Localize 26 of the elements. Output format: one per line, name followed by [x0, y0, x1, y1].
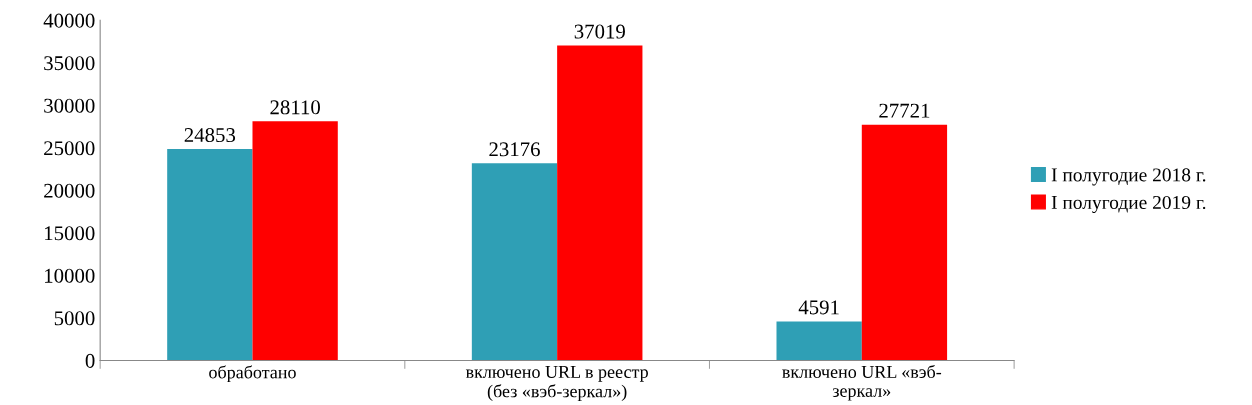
y-tick-label: 25000 — [44, 141, 95, 156]
legend-label: I полугодие 2019 г. — [1051, 195, 1206, 214]
y-tick-label: 5000 — [54, 311, 95, 326]
y-tick-label: 15000 — [45, 226, 95, 241]
bar — [861, 124, 948, 361]
x-tick-label: обработано — [209, 365, 296, 383]
y-tick-label: 30000 — [44, 98, 95, 113]
legend-label: I полугодие 2018 г. — [1051, 168, 1206, 186]
data-label: 24853 — [184, 128, 236, 143]
y-tick-label: 20000 — [44, 183, 95, 198]
bar — [471, 163, 558, 361]
x-tick-label: включено URL «вэб- зеркал» — [782, 364, 942, 401]
data-label: 37019 — [574, 24, 625, 39]
data-label: 4591 — [798, 300, 839, 315]
y-tick-label: 35000 — [44, 56, 95, 71]
bar — [776, 321, 862, 361]
bar — [252, 121, 338, 361]
y-tick-label: 0 — [85, 353, 95, 368]
x-tick-label: включено URL в реестр (без «вэб-зеркал») — [465, 366, 648, 402]
data-label: 27721 — [879, 103, 930, 118]
data-label: 28110 — [270, 100, 320, 115]
data-label: 23176 — [489, 142, 540, 157]
bar — [557, 45, 643, 361]
y-tick-label: 40000 — [43, 13, 95, 28]
bar — [167, 149, 253, 361]
y-tick-label: 10000 — [45, 268, 95, 283]
